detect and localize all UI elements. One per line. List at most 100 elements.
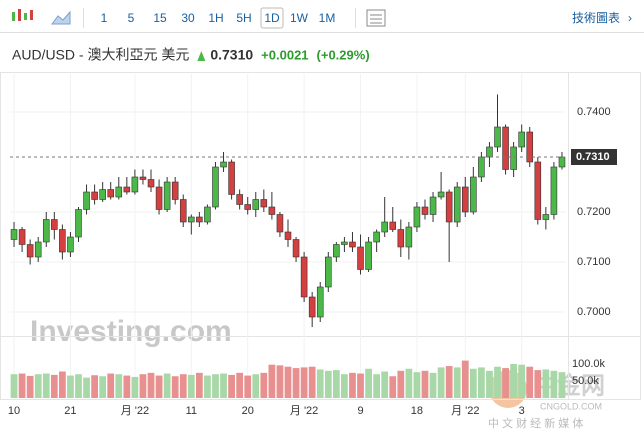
candle-body (204, 206, 211, 223)
volume-bar (147, 372, 155, 398)
volume-bar (558, 372, 566, 398)
volume-bar (502, 368, 509, 398)
candle-body (26, 244, 34, 258)
watermark-tag: 中 文 财 经 新 媒 体 (488, 416, 583, 430)
volume-bar (486, 370, 493, 398)
volume-bar (341, 374, 348, 398)
candle-body (437, 191, 445, 198)
volume-bar (58, 371, 66, 398)
volume-bar (389, 376, 397, 398)
volume-bar (115, 374, 123, 398)
area-icon[interactable] (51, 10, 71, 25)
candle-body (445, 191, 453, 223)
candle-body (502, 126, 509, 170)
candle-body (196, 216, 203, 223)
plot-frame (0, 72, 641, 400)
candle-body (139, 176, 147, 180)
interval-button[interactable]: 30 (181, 11, 195, 25)
volume-bar (83, 377, 90, 398)
candle-body (300, 256, 308, 298)
interval-button[interactable]: 1M (319, 11, 336, 25)
volume-bar (381, 371, 389, 398)
candle-body (292, 239, 300, 258)
candle-icon[interactable] (12, 9, 33, 21)
volume-bar (123, 375, 131, 398)
x-tick-label: 3 (519, 405, 525, 417)
interval-button[interactable]: 1W (290, 11, 309, 25)
candle-body (252, 199, 260, 210)
volume-bar (308, 366, 316, 398)
candle-body (478, 156, 485, 178)
y-tick-label: 0.7400 (577, 106, 611, 118)
volume-bar (212, 374, 219, 398)
volume-bar (131, 376, 139, 398)
x-tick-label: 月 '22 (451, 405, 479, 417)
volume-bar (155, 375, 163, 398)
candle-body (18, 229, 26, 245)
candle-body (155, 186, 163, 210)
candle-body (51, 219, 58, 230)
volume-bar (252, 374, 260, 398)
candle-body (526, 131, 534, 163)
volume-bar (469, 368, 477, 398)
volume-bar (494, 366, 501, 398)
volume-bar (461, 360, 469, 398)
volume-bar (373, 374, 381, 398)
x-tick-label: 月 '22 (121, 405, 149, 417)
candle-body (34, 241, 42, 258)
candle-body (188, 216, 195, 223)
candle-body (470, 176, 477, 213)
candle-body (518, 131, 525, 148)
table-icon[interactable] (366, 9, 386, 27)
candle-body (179, 199, 187, 223)
volume-bar (26, 375, 34, 398)
candle-body (510, 146, 517, 170)
interval-button[interactable]: 1D (264, 11, 280, 25)
candle-body (534, 161, 542, 220)
volume-bar (50, 374, 58, 398)
volume-bar (284, 366, 292, 398)
candle-body (268, 206, 276, 215)
volume-bar (324, 370, 332, 398)
volume-bar (405, 368, 413, 398)
candle-body (494, 126, 501, 148)
candle-body (308, 296, 316, 318)
candle-body (397, 229, 405, 248)
volume-bar (244, 375, 252, 398)
volume-bar (421, 370, 429, 398)
y2-tick-label: 100.0k (572, 358, 606, 370)
candle-body (220, 161, 227, 168)
volume-bar (228, 374, 235, 398)
interval-button[interactable]: 15 (153, 11, 167, 25)
candle-body (115, 186, 123, 198)
chart-link[interactable]: 技術圖表 (572, 11, 620, 25)
candle-body (123, 186, 131, 193)
volume-bar (67, 375, 74, 398)
candle-body (228, 161, 235, 195)
volume-bar (365, 368, 372, 398)
candle-body (212, 166, 219, 208)
volume-bar (445, 366, 453, 398)
y-tick-label: 0.7000 (577, 306, 611, 318)
chart-link-arrow: › (628, 11, 632, 25)
volume-bar (179, 374, 187, 398)
candle-body (405, 226, 413, 248)
volume-bar (276, 365, 284, 398)
volume-bar (542, 369, 550, 398)
candle-body (461, 186, 469, 213)
candle-body (236, 194, 243, 205)
volume-bar (268, 364, 276, 398)
interval-button[interactable]: 1H (208, 11, 223, 25)
change: +0.0021 (261, 47, 308, 62)
volume-bar (429, 372, 437, 398)
volume-bar (195, 372, 203, 398)
interval-button[interactable]: 5 (128, 11, 135, 25)
instrument-title: AUD/USD - 澳大利亞元 美元 (12, 47, 189, 63)
x-tick-label: 9 (357, 405, 363, 417)
interval-button[interactable]: 1 (101, 11, 108, 25)
volume-bar (34, 374, 42, 398)
watermark-site: CNGOLD.COM (540, 401, 602, 411)
interval-button[interactable]: 5H (236, 11, 251, 25)
volume-bar (187, 374, 195, 398)
candle-body (357, 246, 364, 270)
